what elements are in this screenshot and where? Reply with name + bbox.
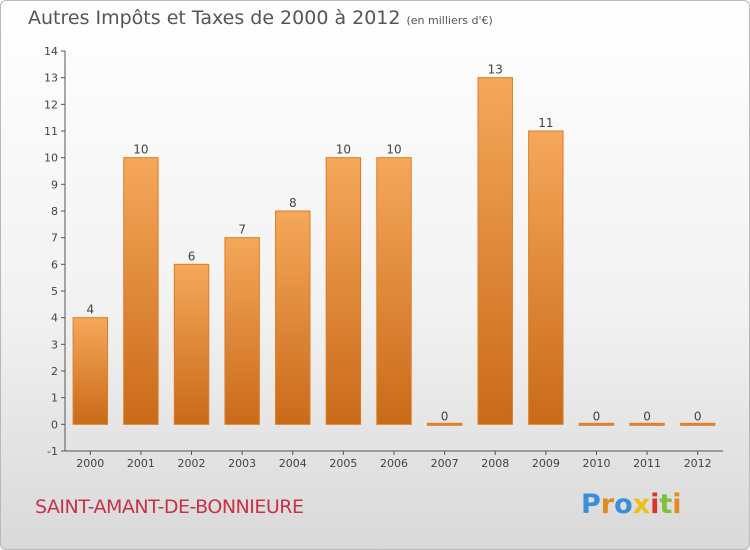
bar-value-label: 6	[188, 249, 196, 263]
x-tick-label: 2012	[684, 457, 712, 470]
chart-title-text: Autres Impôts et Taxes de 2000 à 2012	[28, 7, 401, 29]
x-tick-label: 2004	[279, 457, 307, 470]
y-tick-label: 4	[51, 312, 58, 325]
bar-value-label: 10	[386, 143, 401, 157]
x-tick-label: 2003	[228, 457, 256, 470]
y-tick-label: 2	[51, 365, 58, 378]
commune-name: SAINT-AMANT-DE-BONNIEURE	[35, 496, 304, 518]
x-tick-label: 2005	[329, 457, 357, 470]
bar-2011	[629, 422, 665, 426]
proxiti-logo: Proxiti	[581, 489, 682, 520]
bar-2000	[72, 317, 109, 425]
bar-value-label: 0	[593, 409, 601, 423]
bar-value-label: 8	[289, 196, 297, 210]
bar-2006	[376, 157, 412, 425]
y-tick-label: 3	[51, 338, 58, 351]
x-tick-label: 2001	[127, 457, 155, 470]
y-tick-label: 11	[44, 125, 58, 138]
bar-2010	[578, 422, 615, 426]
x-tick-label: 2000	[76, 457, 104, 470]
y-tick-label: 0	[51, 418, 58, 431]
y-tick-label: 12	[44, 98, 58, 111]
bar-2007	[426, 422, 463, 426]
x-tick-label: 2009	[532, 457, 560, 470]
bar-2002	[173, 263, 210, 425]
bar-2008	[477, 77, 513, 425]
y-tick-label: 8	[51, 205, 58, 218]
y-tick-label: 5	[51, 285, 58, 298]
y-tick-label: 10	[44, 152, 58, 165]
y-tick-label: 14	[44, 45, 58, 58]
x-tick-label: 2006	[380, 457, 408, 470]
y-tick-label: -1	[47, 445, 58, 458]
bar-value-label: 10	[133, 143, 148, 157]
bar-value-label: 7	[238, 223, 246, 237]
x-tick-label: 2002	[178, 457, 206, 470]
chart-title: Autres Impôts et Taxes de 2000 à 2012 (en…	[28, 7, 493, 29]
x-tick-label: 2011	[633, 457, 661, 470]
bar-2009	[528, 130, 564, 425]
bar-value-label: 10	[336, 143, 351, 157]
y-tick-label: 7	[51, 232, 58, 245]
bar-2004	[275, 210, 311, 425]
bar-value-label: 0	[643, 409, 651, 423]
x-tick-label: 2007	[431, 457, 459, 470]
chart-subtitle: (en milliers d'€)	[406, 14, 493, 27]
bar-value-label: 13	[488, 63, 503, 77]
bar-value-label: 0	[441, 409, 449, 423]
y-tick-label: 6	[51, 258, 58, 271]
y-tick-label: 9	[51, 178, 58, 191]
bar-value-label: 0	[694, 409, 702, 423]
bar-2003	[224, 237, 260, 425]
x-tick-label: 2008	[481, 457, 509, 470]
y-tick-label: 13	[44, 72, 58, 85]
y-tick-label: 1	[51, 392, 58, 405]
bar-2012	[679, 422, 716, 426]
x-tick-label: 2010	[582, 457, 610, 470]
bar-value-label: 11	[538, 116, 553, 130]
bar-2005	[325, 157, 362, 425]
bar-value-label: 4	[86, 303, 94, 317]
bar-2001	[123, 157, 159, 425]
